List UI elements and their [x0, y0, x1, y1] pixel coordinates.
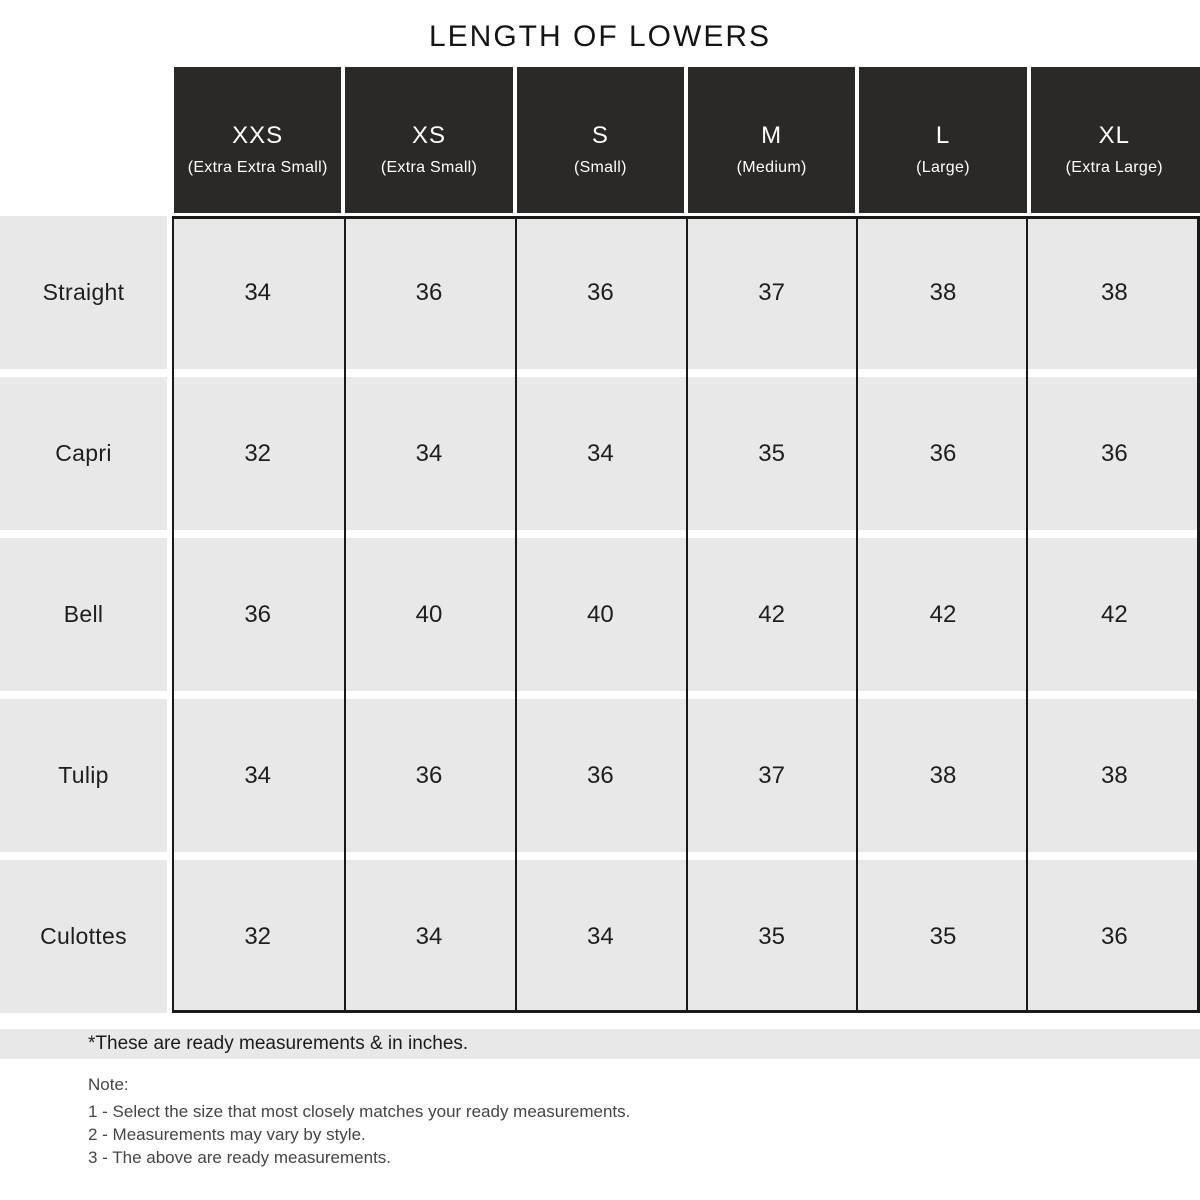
value-cell: 36 — [1028, 377, 1200, 530]
value-cell: 38 — [857, 216, 1029, 369]
note-item: 1 - Select the size that most closely ma… — [88, 1102, 631, 1121]
size-abbr: XXS — [232, 121, 284, 149]
header-cell-l: L (Large) — [859, 67, 1027, 213]
value-cell: 36 — [343, 699, 515, 852]
size-abbr: M — [761, 121, 783, 149]
note-heading: Note: — [88, 1075, 129, 1094]
value-cell: 36 — [514, 216, 686, 369]
value-cell: 34 — [172, 699, 344, 852]
value-cell: 35 — [685, 377, 858, 530]
value-cell: 36 — [1028, 860, 1200, 1013]
value-cell: 42 — [685, 538, 858, 691]
value-cell: 38 — [857, 699, 1029, 852]
row-label: Straight — [0, 216, 167, 369]
value-cell: 35 — [685, 860, 858, 1013]
row-label: Capri — [0, 377, 167, 530]
header-cell-xxs: XXS (Extra Extra Small) — [174, 67, 342, 213]
footnote-text: *These are ready measurements & in inche… — [88, 1033, 469, 1054]
header-cell-xs: XS (Extra Small) — [345, 67, 513, 213]
value-cell: 36 — [857, 377, 1029, 530]
table-row-straight: Straight 34 36 36 37 38 38 — [0, 216, 1200, 369]
value-cell: 36 — [514, 699, 686, 852]
value-cell: 40 — [343, 538, 515, 691]
size-full-name: (Large) — [916, 158, 970, 176]
value-cell: 32 — [172, 860, 344, 1013]
value-cell: 35 — [857, 860, 1029, 1013]
size-table: XXS (Extra Extra Small) XS (Extra Small)… — [0, 67, 1200, 1013]
header-right-edge — [1197, 67, 1200, 213]
size-full-name: (Extra Large) — [1065, 158, 1163, 176]
footnote-band: *These are ready measurements & in inche… — [0, 1029, 1200, 1059]
row-label: Bell — [0, 538, 167, 691]
value-cell: 38 — [1028, 699, 1200, 852]
table-row-tulip: Tulip 34 36 36 37 38 38 — [0, 699, 1200, 852]
value-cell: 37 — [685, 699, 858, 852]
value-cell: 34 — [514, 377, 686, 530]
size-abbr: XS — [411, 121, 446, 149]
header-cell-m: M (Medium) — [687, 67, 856, 213]
size-abbr: L — [935, 121, 951, 149]
size-table-body: Straight 34 36 36 37 38 38 Capri 32 34 3… — [0, 216, 1200, 1013]
value-cell: 34 — [343, 377, 515, 530]
note-item: 2 - Measurements may vary by style. — [88, 1125, 366, 1144]
size-header-row: XXS (Extra Extra Small) XS (Extra Small)… — [0, 67, 1200, 213]
table-row-bell: Bell 36 40 40 42 42 42 — [0, 538, 1200, 691]
value-cell: 34 — [343, 860, 515, 1013]
header-cell-xl: XL (Extra Large) — [1030, 67, 1198, 213]
value-cell: 34 — [172, 216, 344, 369]
row-label: Tulip — [0, 699, 167, 852]
size-full-name: (Medium) — [736, 158, 807, 176]
size-full-name: (Extra Small) — [380, 158, 478, 176]
value-cell: 42 — [857, 538, 1029, 691]
header-spacer — [0, 67, 172, 213]
value-cell: 42 — [1028, 538, 1200, 691]
note-block: Note: 1 - Select the size that most clos… — [88, 1075, 1200, 1169]
size-full-name: (Small) — [573, 158, 627, 176]
size-abbr: S — [591, 121, 609, 149]
value-cell: 32 — [172, 377, 344, 530]
table-row-culottes: Culottes 32 34 34 35 35 36 — [0, 860, 1200, 1013]
note-item: 3 - The above are ready measurements. — [88, 1148, 392, 1167]
value-cell: 36 — [343, 216, 515, 369]
value-cell: 38 — [1028, 216, 1200, 369]
page-title: LENGTH OF LOWERS — [428, 19, 772, 53]
value-cell: 36 — [172, 538, 344, 691]
size-full-name: (Extra Extra Small) — [187, 158, 328, 176]
value-cell: 34 — [514, 860, 686, 1013]
size-abbr: XL — [1098, 121, 1130, 149]
header-cell-s: S (Small) — [516, 67, 684, 213]
value-cell: 40 — [514, 538, 686, 691]
row-label: Culottes — [0, 860, 167, 1013]
value-cell: 37 — [685, 216, 858, 369]
table-row-capri: Capri 32 34 34 35 36 36 — [0, 377, 1200, 530]
